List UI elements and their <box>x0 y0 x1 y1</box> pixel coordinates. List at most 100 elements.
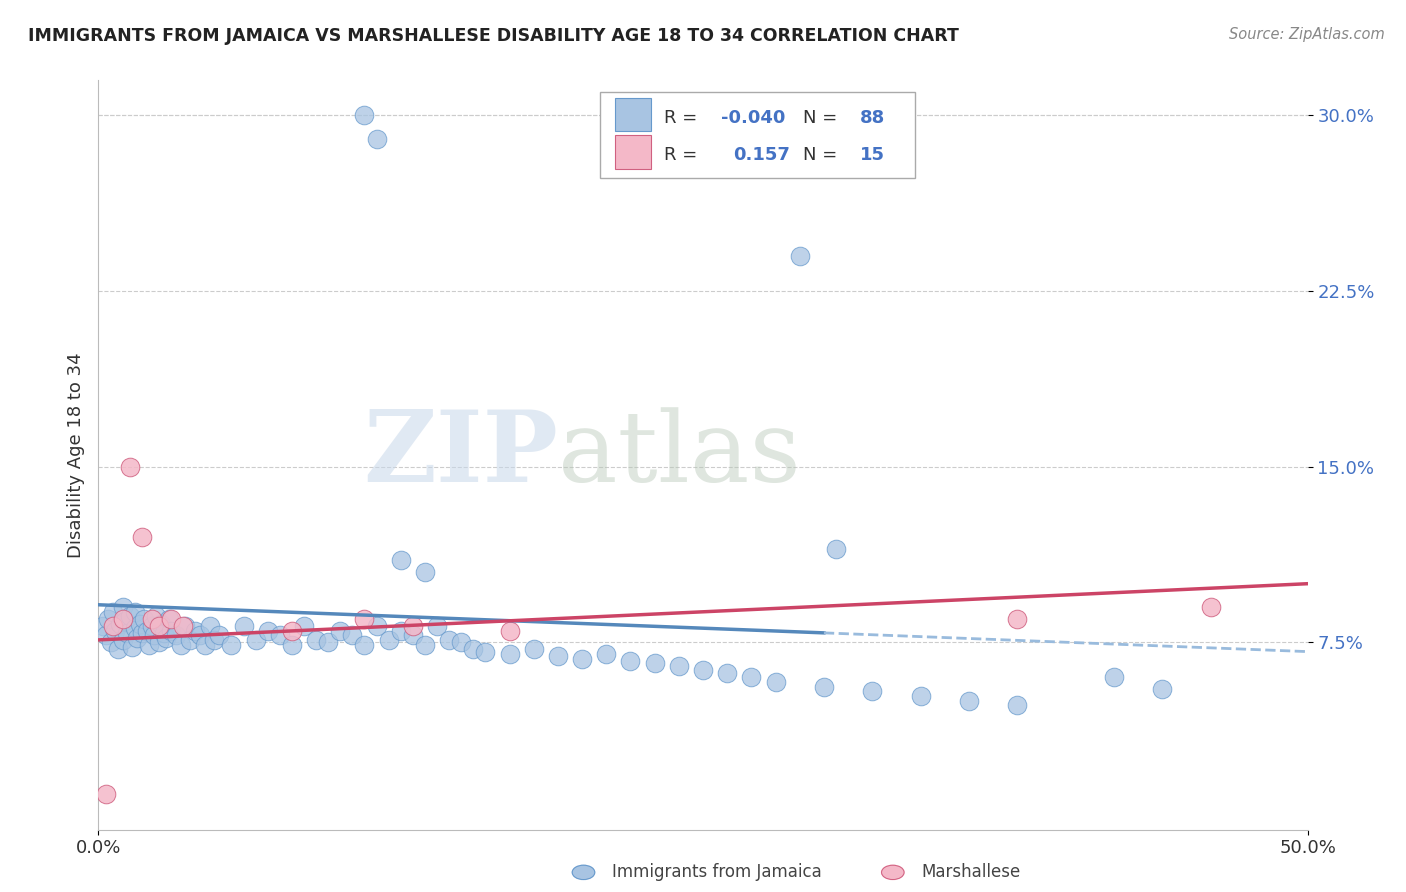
Point <box>644 657 666 671</box>
Point <box>111 632 134 647</box>
Point <box>366 619 388 633</box>
Point <box>498 647 520 661</box>
Point <box>141 619 163 633</box>
Point <box>245 632 267 647</box>
Point <box>305 632 328 647</box>
Point <box>160 624 183 638</box>
Point <box>169 638 191 652</box>
Point <box>366 132 388 146</box>
Text: IMMIGRANTS FROM JAMAICA VS MARSHALLESE DISABILITY AGE 18 TO 34 CORRELATION CHART: IMMIGRANTS FROM JAMAICA VS MARSHALLESE D… <box>28 27 959 45</box>
Point <box>256 624 278 638</box>
Point <box>1152 681 1174 696</box>
Point <box>571 651 593 665</box>
Point <box>148 619 170 633</box>
Point <box>221 638 243 652</box>
Point <box>118 609 141 624</box>
Point <box>474 644 496 658</box>
Text: ZIP: ZIP <box>363 407 558 503</box>
Point <box>413 638 436 652</box>
Point <box>426 619 449 633</box>
Point <box>143 628 166 642</box>
Point <box>813 680 835 694</box>
Point <box>91 619 114 633</box>
Point <box>353 108 375 122</box>
Point <box>1007 698 1029 713</box>
Text: Marshallese: Marshallese <box>921 863 1021 881</box>
Point <box>1199 600 1222 615</box>
Point <box>135 624 157 638</box>
Text: 0.157: 0.157 <box>734 146 790 164</box>
Point <box>101 619 124 633</box>
Text: R =: R = <box>664 109 703 127</box>
Point <box>232 619 254 633</box>
Point <box>523 642 546 657</box>
Point <box>194 638 217 652</box>
Point <box>957 694 980 708</box>
Point <box>353 612 375 626</box>
Point <box>547 649 569 664</box>
Point <box>353 638 375 652</box>
Point <box>765 675 787 690</box>
Point <box>668 658 690 673</box>
Text: Source: ZipAtlas.com: Source: ZipAtlas.com <box>1229 27 1385 42</box>
Point <box>131 626 153 640</box>
Point <box>157 612 180 626</box>
Point <box>124 605 146 619</box>
Point <box>174 619 197 633</box>
Point <box>498 624 520 638</box>
Point <box>134 612 156 626</box>
Point <box>450 635 472 649</box>
Point <box>172 619 194 633</box>
Text: 88: 88 <box>860 109 886 127</box>
Point <box>198 619 221 633</box>
Text: Immigrants from Jamaica: Immigrants from Jamaica <box>612 863 821 881</box>
Point <box>377 632 399 647</box>
Point <box>342 628 364 642</box>
Point <box>316 635 339 649</box>
Point <box>101 605 124 619</box>
Text: N =: N = <box>803 109 844 127</box>
Point <box>111 600 134 615</box>
Point <box>740 670 762 684</box>
FancyBboxPatch shape <box>600 92 915 178</box>
Point <box>389 624 412 638</box>
Point <box>208 628 231 642</box>
Point <box>269 628 291 642</box>
Text: atlas: atlas <box>558 407 800 503</box>
Point <box>111 612 134 626</box>
Point <box>94 788 117 802</box>
Point <box>437 632 460 647</box>
Point <box>128 616 150 631</box>
Point <box>860 684 883 698</box>
Point <box>118 459 141 474</box>
Point <box>127 631 149 645</box>
Point <box>94 628 117 642</box>
Point <box>389 553 412 567</box>
Point <box>281 624 304 638</box>
Text: -0.040: -0.040 <box>721 109 786 127</box>
Point <box>184 624 207 638</box>
Point <box>292 619 315 633</box>
Point <box>108 616 131 631</box>
Point <box>150 616 173 631</box>
Point <box>329 624 352 638</box>
Point <box>188 628 211 642</box>
Point <box>97 612 120 626</box>
Point <box>121 640 143 654</box>
Point <box>138 638 160 652</box>
Point <box>152 626 174 640</box>
Point <box>145 609 167 624</box>
Text: N =: N = <box>803 146 844 164</box>
Point <box>179 632 201 647</box>
FancyBboxPatch shape <box>614 97 651 131</box>
Point <box>131 530 153 544</box>
Text: 15: 15 <box>860 146 886 164</box>
Point <box>413 565 436 579</box>
Point <box>155 631 177 645</box>
Point <box>281 638 304 652</box>
Point <box>107 642 129 657</box>
Y-axis label: Disability Age 18 to 34: Disability Age 18 to 34 <box>66 352 84 558</box>
Text: R =: R = <box>664 146 703 164</box>
Point <box>141 612 163 626</box>
Point <box>114 614 136 628</box>
